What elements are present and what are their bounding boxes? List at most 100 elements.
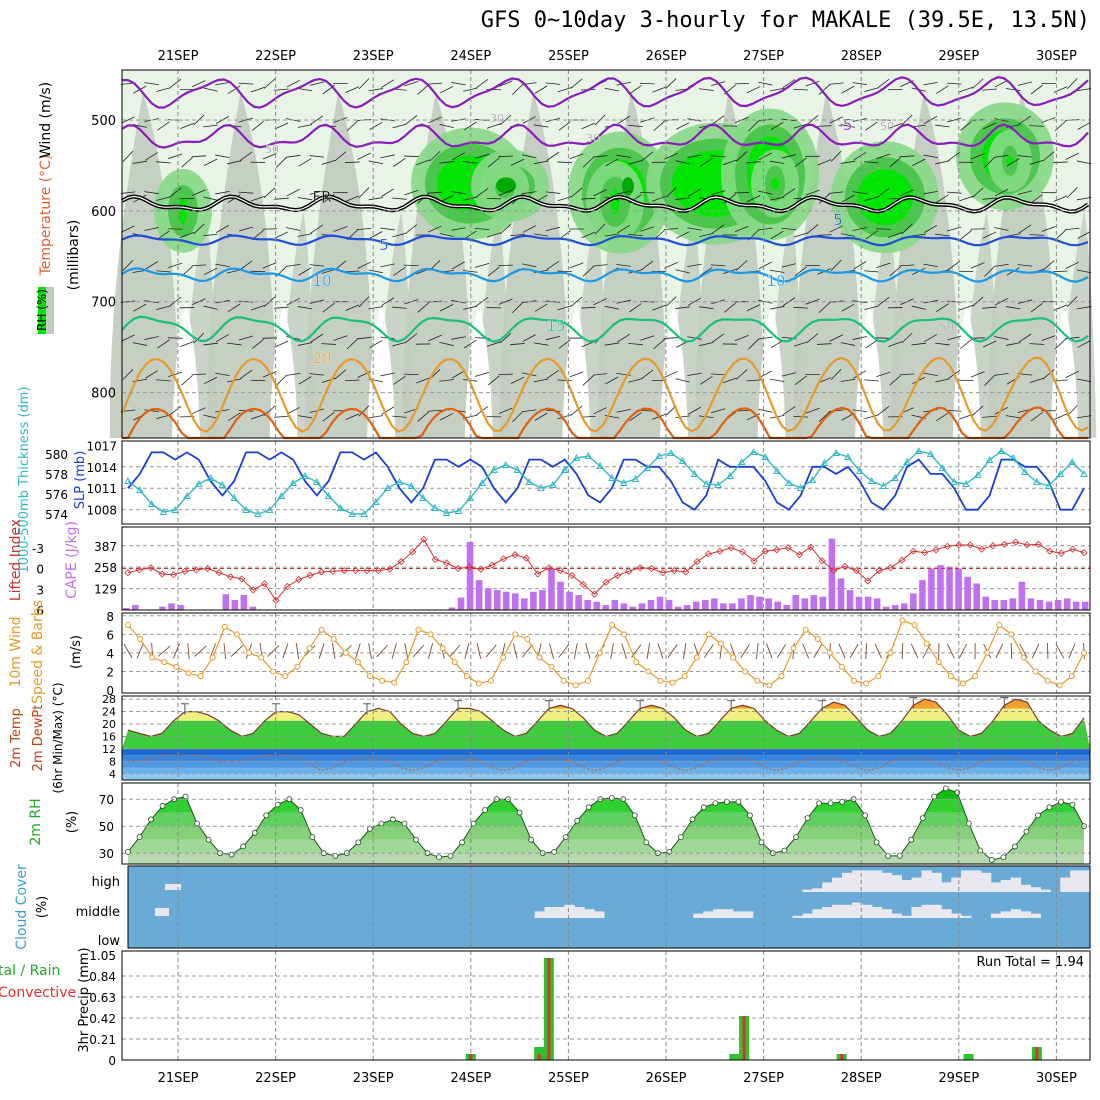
wind-barb — [876, 337, 891, 339]
lifted-index-point — [864, 577, 872, 585]
thickness-point — [1056, 469, 1065, 477]
wind-barb — [358, 405, 370, 417]
cape-bar — [1045, 601, 1053, 610]
cape-tick: 258 — [94, 561, 117, 575]
wind-barb — [439, 304, 454, 312]
cloud-bg — [128, 866, 1090, 948]
wind-barb — [416, 159, 431, 166]
wind-speed-point — [306, 645, 313, 652]
cloud-high-cell — [951, 877, 962, 892]
thickness-point — [289, 478, 298, 486]
wind-barb — [889, 157, 901, 168]
wind-speed-point — [742, 668, 749, 675]
wind-barb — [582, 266, 594, 277]
wind-barb-10m — [391, 643, 397, 659]
wind-barb — [864, 161, 879, 164]
wind-barb-10m — [667, 644, 678, 658]
rh2m-point — [885, 853, 892, 859]
cape-bar — [729, 603, 736, 610]
wind-barb — [1053, 270, 1068, 273]
day-label-bottom: 22SEP — [255, 1071, 296, 1086]
wind-barb — [486, 341, 501, 347]
rh2m-units-label: (%) — [65, 811, 80, 834]
rh2m-point — [643, 839, 650, 846]
wind-barb-10m — [1031, 643, 1040, 659]
cloud-middle-cell — [713, 909, 724, 918]
wind-barb — [793, 88, 809, 91]
wind-barb — [262, 337, 277, 339]
lifted-index-point — [215, 569, 223, 577]
wind-barb — [817, 234, 832, 236]
cape-bar — [502, 591, 510, 610]
cape-bar — [901, 603, 908, 610]
wind-barb — [169, 405, 182, 416]
wind-barb — [427, 409, 443, 412]
thickness-point — [985, 455, 994, 463]
wind-barb — [286, 188, 300, 197]
wind-barb — [923, 263, 938, 268]
cape-bar — [584, 600, 591, 610]
wind-barb — [841, 194, 855, 203]
cape-bar — [475, 580, 483, 610]
wind-barb — [486, 123, 501, 129]
rh2m-point — [205, 836, 212, 843]
wind-barb — [428, 225, 442, 233]
wind-barb — [676, 231, 690, 239]
dewpoint-band — [122, 748, 1090, 756]
wind-barb — [828, 191, 844, 194]
cloud-level-label: low — [98, 934, 121, 949]
lifted-index-point — [352, 567, 360, 575]
precip-run-total: Run Total = 1.94 — [976, 955, 1084, 970]
wind-barb — [794, 375, 807, 386]
thickness-point — [383, 483, 392, 491]
lifted-index-point — [1080, 549, 1088, 557]
wind-barb — [250, 304, 265, 311]
cape-bar — [656, 596, 664, 610]
day-label-bottom: 27SEP — [743, 1071, 784, 1086]
wind-barb — [876, 262, 891, 268]
wind-barb — [1066, 78, 1078, 90]
wind-barb — [734, 334, 749, 342]
wind-barb — [818, 302, 830, 313]
wind-barb — [344, 379, 360, 382]
wind-barb — [1066, 187, 1078, 199]
wind-barb — [368, 197, 384, 201]
rh-clear-slot — [172, 301, 200, 438]
cloud-middle-cell — [851, 902, 863, 918]
lifted-index-point — [750, 557, 758, 565]
wind-barb — [640, 226, 655, 232]
wind-barb — [617, 115, 631, 125]
slp-tick: 1011 — [86, 482, 117, 496]
thickness-point — [1080, 469, 1088, 477]
wind-barb — [334, 369, 347, 380]
day-label-bottom: 29SEP — [938, 1071, 979, 1086]
wind-barb — [169, 78, 182, 89]
thickness-point — [395, 477, 404, 485]
day-label-top: 29SEP — [938, 49, 979, 64]
wind-barb — [781, 227, 797, 231]
wind-barb — [368, 415, 384, 419]
rh-blob-90 — [179, 196, 187, 225]
wind-speed-point — [221, 623, 228, 630]
wind-barb — [215, 263, 230, 268]
wind-barb — [877, 78, 890, 89]
wind-barb — [994, 118, 1009, 122]
wind-barb — [1042, 151, 1055, 162]
wind-barb — [474, 372, 490, 377]
wind-barb — [179, 198, 195, 200]
wind-barb — [994, 227, 1009, 231]
wind-barb — [616, 263, 631, 267]
wind-barb — [794, 157, 807, 168]
rh2m-band — [146, 812, 1084, 827]
lifted-index-point — [534, 570, 542, 578]
wind-barb-10m — [355, 643, 361, 659]
wind-barb — [1030, 84, 1043, 95]
wind-speed-point — [996, 622, 1003, 629]
wind-barb — [970, 228, 986, 230]
wind-barb — [699, 158, 713, 167]
wind-barb-10m — [740, 644, 750, 658]
wind-barb — [393, 375, 406, 385]
thickness-point — [855, 466, 864, 474]
cape-bar — [159, 606, 166, 610]
cape-bar — [692, 601, 700, 610]
